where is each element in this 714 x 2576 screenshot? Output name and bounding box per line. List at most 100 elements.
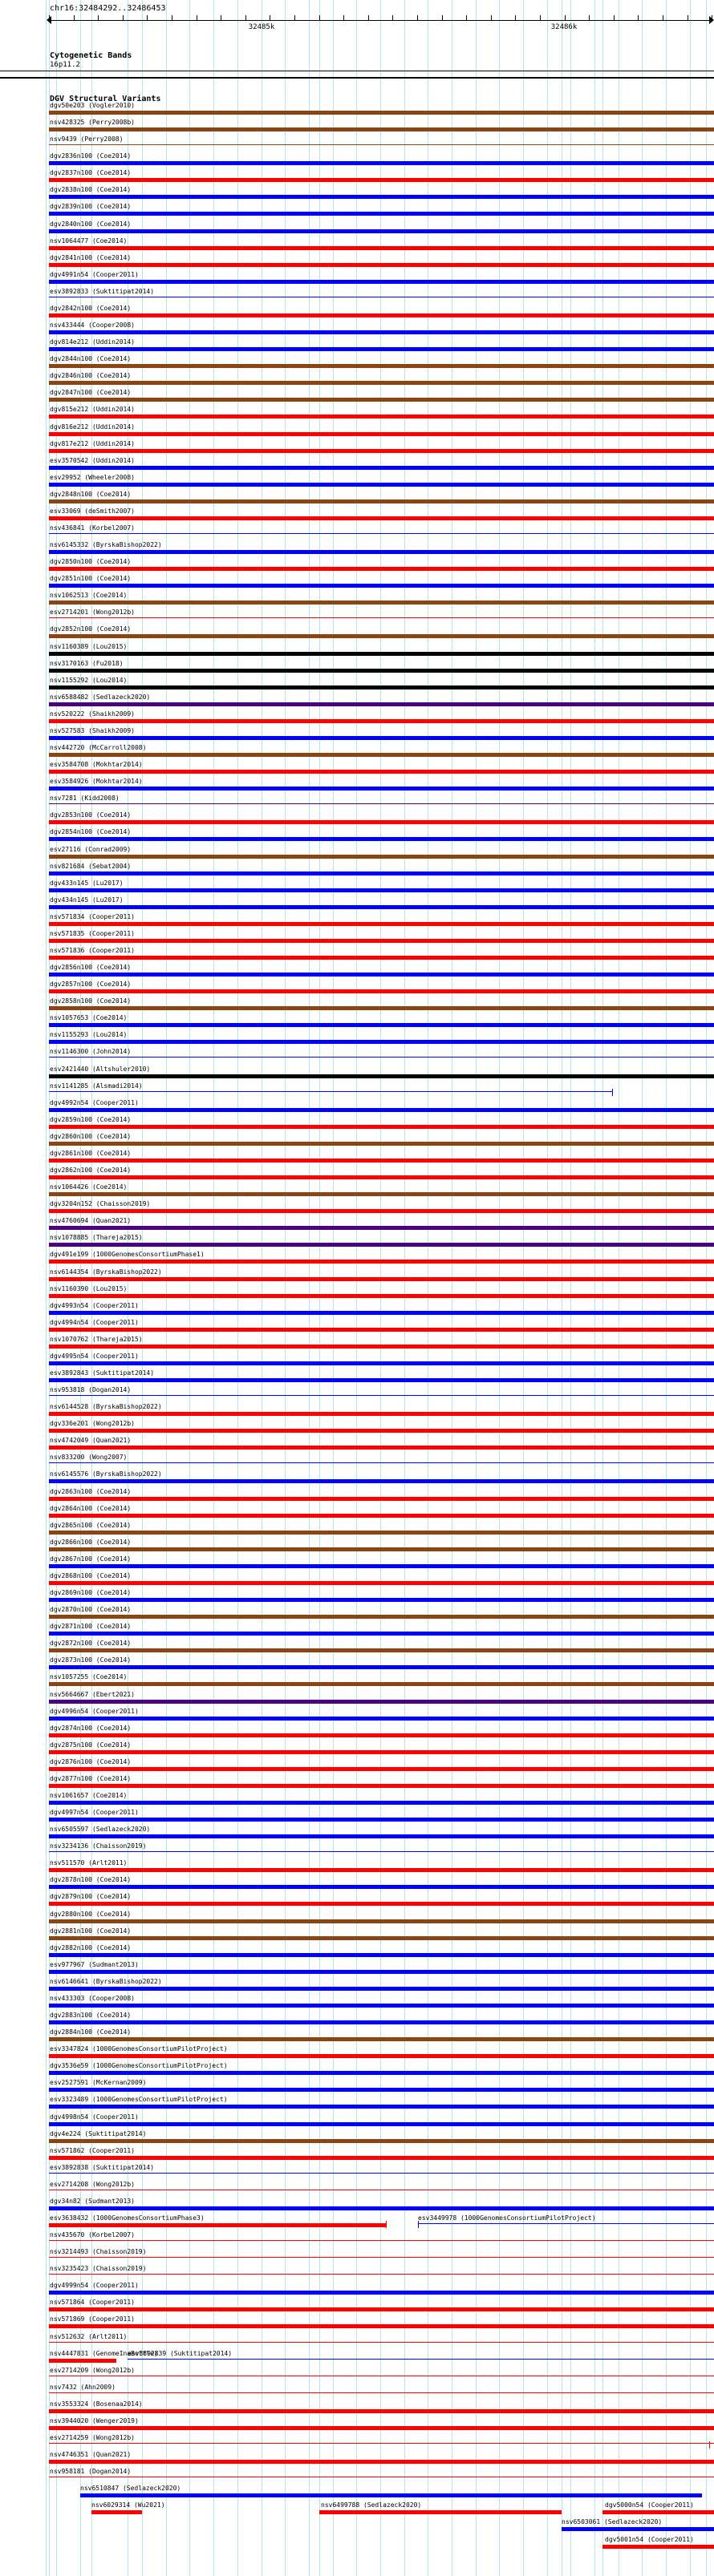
track-label[interactable]: dgv4997n54 (Cooper2011) — [50, 1809, 139, 1816]
track-label[interactable]: nsv6144528 (ByrskaBishop2022) — [50, 1403, 162, 1410]
track-label[interactable]: dgv4998n54 (Cooper2011) — [50, 2113, 139, 2121]
variant-bar[interactable] — [49, 1311, 714, 1315]
variant-bar[interactable] — [49, 415, 714, 419]
track-label[interactable]: nsv1061657 (Coe2014) — [50, 1792, 128, 1799]
variant-bar[interactable] — [49, 973, 714, 977]
variant-bar[interactable] — [49, 1462, 714, 1463]
variant-bar[interactable] — [49, 2004, 714, 2008]
variant-bar[interactable] — [49, 263, 714, 267]
variant-bar[interactable] — [49, 871, 714, 876]
variant-bar[interactable] — [91, 2510, 142, 2514]
variant-bar[interactable] — [49, 2156, 714, 2160]
track-label[interactable]: dgv2879n100 (Coe2014) — [50, 1893, 132, 1900]
track-label[interactable]: dgv434n145 (Lu2017) — [50, 896, 124, 904]
track-label[interactable]: dgv2866n100 (Coe2014) — [50, 1539, 132, 1546]
variant-bar[interactable] — [49, 855, 714, 859]
track-label[interactable]: dgv2867n100 (Coe2014) — [50, 1555, 132, 1563]
track-label[interactable]: esv977967 (Sudmant2013) — [50, 1961, 139, 1968]
track-label[interactable]: esv29952 (Wheeler2008) — [50, 474, 135, 481]
variant-bar[interactable] — [49, 1531, 714, 1535]
track-label[interactable]: nsv1064426 (Coe2014) — [50, 1183, 128, 1191]
track-label[interactable]: nsv6505597 (Sedlazeck2020) — [50, 1826, 151, 1833]
variant-bar[interactable] — [49, 1598, 714, 1602]
track-label[interactable]: nsv571864 (Cooper2011) — [50, 2299, 135, 2306]
variant-bar[interactable] — [49, 634, 714, 638]
variant-bar[interactable] — [49, 1175, 714, 1179]
track-label[interactable]: dgv2838n100 (Coe2014) — [50, 186, 132, 193]
variant-bar[interactable] — [128, 2359, 714, 2360]
variant-bar[interactable] — [49, 1818, 714, 1822]
track-label[interactable]: nsv1146300 (John2014) — [50, 1048, 132, 1055]
variant-bar[interactable] — [49, 1192, 714, 1196]
track-label[interactable]: nsv1078885 (Thareja2015) — [50, 1234, 143, 1241]
track-label[interactable]: nsv1064477 (Coe2014) — [50, 237, 128, 245]
track-label[interactable]: nsv512632 (Arlt2011) — [50, 2333, 128, 2340]
track-label[interactable]: nsv3234136 (Chaisson2019) — [50, 1842, 147, 1850]
track-label[interactable]: nsv511570 (Arlt2011) — [50, 1859, 128, 1866]
variant-bar[interactable] — [49, 1108, 714, 1112]
track-label[interactable]: esv2421440 (Altshuler2010) — [50, 1066, 151, 1073]
variant-bar[interactable] — [49, 2240, 714, 2241]
track-label[interactable]: esv3584708 (Mokhtar2014) — [50, 761, 143, 768]
variant-bar[interactable] — [49, 1226, 714, 1230]
track-label[interactable]: dgv2882n100 (Coe2014) — [50, 1944, 132, 1951]
variant-bar[interactable] — [49, 1446, 714, 1450]
track-label[interactable]: dgv2878n100 (Coe2014) — [50, 1876, 132, 1883]
track-label[interactable]: nsv435670 (Korbel2007) — [50, 2231, 135, 2238]
variant-bar[interactable] — [49, 449, 714, 453]
track-label[interactable]: nsv6029314 (Wu2021) — [91, 2501, 165, 2509]
variant-bar[interactable] — [49, 905, 714, 909]
track-label[interactable]: dgv2842n100 (Coe2014) — [50, 305, 132, 312]
variant-bar[interactable] — [49, 1902, 714, 1906]
track-label[interactable]: nsv520222 (Shaikh2009) — [50, 710, 135, 718]
left-arrow-icon[interactable] — [47, 16, 51, 24]
variant-bar[interactable] — [49, 2257, 714, 2258]
track-label[interactable]: dgv2874n100 (Coe2014) — [50, 1725, 132, 1732]
variant-bar[interactable] — [49, 1479, 714, 1483]
variant-bar[interactable] — [49, 956, 714, 960]
track-label[interactable]: nsv4742049 (Quan2021) — [50, 1437, 132, 1444]
variant-bar[interactable] — [49, 1142, 714, 1146]
track-label[interactable]: nsv433444 (Cooper2008) — [50, 321, 135, 329]
variant-bar[interactable] — [49, 1074, 714, 1078]
variant-bar[interactable] — [49, 1936, 714, 1940]
variant-bar[interactable] — [49, 1801, 714, 1805]
track-label[interactable]: nsv6144354 (ByrskaBishop2022) — [50, 1268, 162, 1276]
variant-bar[interactable] — [49, 483, 714, 487]
variant-bar[interactable] — [49, 2291, 714, 2295]
track-label[interactable]: dgv2861n100 (Coe2014) — [50, 1150, 132, 1157]
variant-bar[interactable] — [49, 2037, 714, 2041]
track-label[interactable]: dgv2840n100 (Coe2014) — [50, 220, 132, 228]
variant-bar[interactable] — [49, 364, 714, 368]
variant-bar[interactable] — [49, 1412, 714, 1416]
variant-bar[interactable] — [49, 989, 714, 993]
variant-bar[interactable] — [562, 2527, 714, 2531]
variant-bar[interactable] — [49, 2324, 714, 2328]
track-label[interactable]: esv3892843 (Suktitipat2014) — [50, 1369, 155, 1377]
track-label[interactable]: nsv1057653 (Coe2014) — [50, 1014, 128, 1021]
track-label[interactable]: nsv1062513 (Coe2014) — [50, 592, 128, 599]
track-label[interactable]: nsv1155292 (Lou2014) — [50, 677, 128, 684]
variant-bar[interactable] — [49, 499, 714, 503]
track-label[interactable]: dgv2851n100 (Coe2014) — [50, 575, 132, 582]
variant-bar[interactable] — [49, 1429, 714, 1433]
track-label[interactable]: nsv9439 (Perry2008) — [50, 135, 124, 143]
variant-bar[interactable] — [49, 685, 714, 689]
track-label[interactable]: dgv2854n100 (Coe2014) — [50, 828, 132, 835]
track-label[interactable]: dgv2837n100 (Coe2014) — [50, 169, 132, 176]
variant-bar[interactable] — [49, 161, 714, 165]
track-label[interactable]: esv2714209 (Wong2012b) — [50, 2367, 135, 2374]
variant-bar[interactable] — [49, 178, 714, 182]
variant-bar[interactable] — [49, 1361, 714, 1365]
variant-bar[interactable] — [49, 2426, 714, 2430]
track-label[interactable]: nsv428325 (Perry2008b) — [50, 119, 135, 126]
track-label[interactable]: esv33069 (deSmith2007) — [50, 508, 135, 515]
track-label[interactable]: dgv4993n54 (Cooper2011) — [50, 1302, 139, 1309]
variant-bar[interactable] — [49, 466, 714, 470]
variant-bar[interactable] — [49, 2054, 714, 2058]
track-label[interactable]: nsv571869 (Cooper2011) — [50, 2315, 135, 2323]
track-label[interactable]: dgv4996n54 (Cooper2011) — [50, 1708, 139, 1715]
track-label[interactable]: nsv6588482 (Sedlazeck2020) — [50, 694, 151, 701]
track-label[interactable]: esv2527591 (McKernan2009) — [50, 2079, 147, 2086]
track-label[interactable]: nsv571835 (Cooper2011) — [50, 930, 135, 937]
